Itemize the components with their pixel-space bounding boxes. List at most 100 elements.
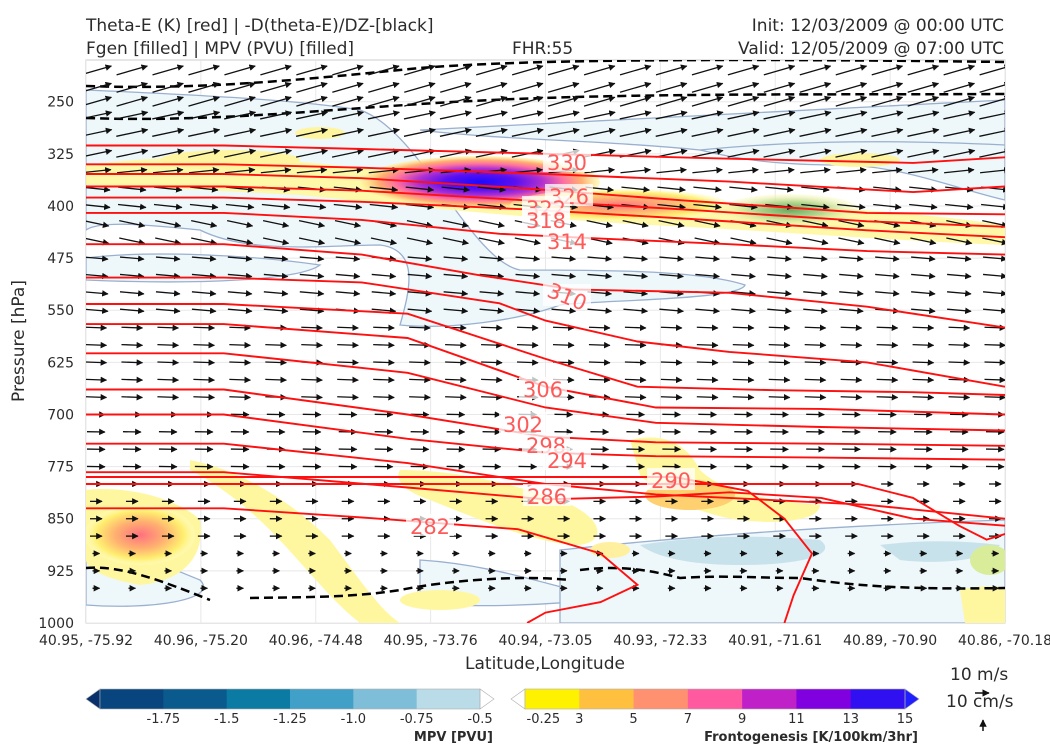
wind-vector: [799, 95, 832, 107]
wind-vector: [157, 376, 180, 384]
wind-vector: [333, 203, 363, 211]
wind-vector: [443, 307, 469, 314]
wind-vector: [337, 324, 359, 332]
wind-vector: [116, 110, 149, 120]
wind-vector: [768, 341, 791, 349]
wind-vector: [583, 127, 616, 137]
wind-vector: [191, 220, 218, 229]
wind-vector: [404, 64, 436, 76]
wind-vector: [116, 148, 149, 158]
wind-vector: [943, 64, 976, 76]
wind-vector: [191, 255, 217, 262]
wind-vector: [373, 376, 395, 384]
wind-vector: [260, 64, 292, 76]
wind-vector: [442, 220, 469, 229]
wind-vector: [767, 255, 792, 262]
wind-vector: [768, 376, 791, 384]
wind-vector: [763, 127, 796, 137]
colorbar-segment: [633, 689, 689, 709]
wind-vector: [660, 376, 683, 384]
wind-vector: [116, 95, 148, 107]
wind-vector: [193, 324, 216, 332]
wind-vector: [260, 127, 293, 137]
wind-vector: [696, 359, 719, 366]
wind-vector: [727, 95, 760, 107]
mpv-medium-regions: [640, 536, 1000, 565]
wind-vector: [475, 127, 508, 137]
theta-e-contour-line: [86, 352, 1005, 432]
wind-vector: [659, 272, 684, 280]
mpv-colorbar-label: MPV [PVU]: [414, 730, 493, 745]
wind-vector: [727, 110, 760, 120]
wind-vector: [692, 167, 723, 174]
wind-vector: [727, 148, 760, 158]
wind-vector: [301, 376, 323, 384]
wind-vector: [191, 272, 217, 280]
y-tick-label: 625: [47, 355, 74, 371]
wind-vector: [623, 272, 649, 280]
wind-vector: [515, 272, 541, 280]
wind-vector: [619, 64, 652, 76]
wind-vector: [440, 81, 472, 93]
wind-vector: [262, 237, 290, 246]
wind-vector: [367, 148, 400, 158]
wind-vector: [189, 203, 219, 211]
wind-vector: [119, 220, 146, 229]
wind-vector: [732, 394, 755, 401]
wind-vector: [657, 203, 686, 211]
wind-vector: [479, 290, 505, 297]
wind-vector: [119, 272, 145, 280]
wind-vector: [728, 167, 759, 174]
wind-vector: [511, 81, 544, 93]
wind-vector: [948, 359, 971, 366]
x-tick-label: 40.96, -75.20: [154, 633, 248, 649]
wind-vector: [693, 203, 722, 211]
wind-vector: [188, 95, 220, 107]
wind-vector: [979, 64, 1005, 76]
wind-vector: [547, 81, 580, 93]
wind-vector: [984, 376, 1005, 384]
colorbar-segment: [850, 689, 906, 709]
wind-vector: [623, 290, 649, 297]
theta-e-contour-line: [86, 303, 1005, 396]
wind-vector: [337, 359, 359, 366]
wind-vector: [732, 376, 755, 384]
wind-vector: [907, 81, 940, 93]
wind-vector: [368, 81, 400, 93]
wind-vector: [407, 290, 433, 297]
wind-vector: [368, 167, 400, 174]
wind-vector: [405, 203, 435, 211]
wind-vector: [587, 272, 613, 280]
colorbar-extend-right: [479, 688, 495, 710]
wind-vector: [153, 203, 183, 211]
wind-vector: [624, 376, 647, 384]
wind-vector: [263, 307, 289, 314]
contour-label: 314: [547, 230, 587, 254]
wind-vector: [763, 95, 796, 107]
contour-label-bg: [543, 229, 591, 251]
wind-vector: [948, 324, 971, 332]
wind-vector: [764, 167, 795, 174]
y-tick-label: 325: [47, 147, 74, 163]
wind-vector: [907, 95, 940, 107]
wind-vector: [948, 341, 971, 349]
wind-vector: [334, 237, 362, 246]
x-tick-label: 40.95, -73.76: [384, 633, 478, 649]
wind-vector: [445, 341, 467, 349]
wind-vector: [910, 237, 937, 246]
wind-vector: [116, 167, 148, 174]
wind-vector: [871, 95, 904, 107]
wind-vector: [335, 272, 361, 280]
contour-label: 330: [547, 151, 587, 175]
wind-vector: [155, 272, 181, 280]
wind-vector: [409, 359, 431, 366]
theta-e-contour-line: [86, 243, 1005, 329]
wind-vector: [801, 186, 830, 193]
wind-vector: [188, 81, 220, 93]
wind-vector: [224, 167, 256, 174]
wind-vector: [477, 203, 507, 211]
wind-vector: [876, 359, 899, 366]
wind-vector: [731, 307, 756, 314]
wind-vector: [479, 272, 505, 280]
wind-vector: [732, 324, 755, 332]
